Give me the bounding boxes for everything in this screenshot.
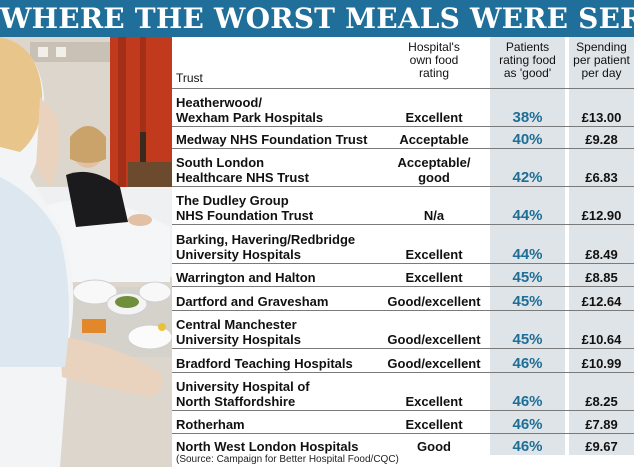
spending-value: £10.99	[581, 356, 622, 371]
trust-name: North West London Hospitals	[176, 439, 359, 454]
header-spending: Spending per patient per day	[573, 40, 630, 80]
trust-name: Barking, Havering/Redbridge University H…	[176, 232, 356, 262]
patients-rating: 45%	[512, 293, 543, 310]
header-patients-good: Patients rating food as 'good'	[499, 40, 556, 80]
spending-value: £13.00	[581, 110, 622, 125]
patients-column-band	[490, 37, 565, 455]
own-rating: Excellent	[405, 270, 463, 285]
own-rating: Excellent	[405, 247, 463, 262]
table-row: University Hospital of North Staffordshi…	[172, 372, 634, 411]
header-own-rating: Hospital's own food rating	[408, 40, 460, 80]
patients-rating: 38%	[512, 109, 543, 126]
page-title: WHERE THE WORST MEALS WERE SERVED	[0, 0, 634, 37]
table-row: Barking, Havering/Redbridge University H…	[172, 224, 634, 264]
table-row: North West London Hospitals Good 46% £9.…	[172, 433, 634, 456]
header-trust: Trust	[176, 71, 203, 85]
trust-name: Medway NHS Foundation Trust	[176, 132, 368, 147]
patients-rating: 45%	[512, 331, 543, 348]
table-row: Warrington and Halton Excellent 45% £8.8…	[172, 263, 634, 287]
table-row: Medway NHS Foundation Trust Acceptable 4…	[172, 126, 634, 149]
table-row: The Dudley Group NHS Foundation Trust N/…	[172, 186, 634, 225]
patients-rating: 40%	[512, 131, 543, 148]
own-rating: Good	[417, 439, 451, 454]
own-rating: Acceptable/ good	[397, 155, 471, 185]
patients-rating: 46%	[512, 438, 543, 455]
table-row: South London Healthcare NHS Trust Accept…	[172, 148, 634, 187]
patients-rating: 42%	[512, 169, 543, 186]
own-rating: Good/excellent	[387, 294, 481, 309]
trust-name: Dartford and Gravesham	[176, 294, 329, 309]
trust-name: Rotherham	[176, 417, 245, 432]
spending-column-band	[569, 37, 634, 455]
patients-rating: 46%	[512, 416, 543, 433]
table-row: Dartford and Gravesham Good/excellent 45…	[172, 286, 634, 311]
trust-name: University Hospital of North Staffordshi…	[176, 379, 310, 409]
own-rating: Good/excellent	[387, 356, 481, 371]
spending-value: £7.89	[585, 417, 618, 432]
spending-value: £9.67	[585, 439, 618, 454]
own-rating: Excellent	[405, 417, 463, 432]
spending-value: £8.85	[585, 270, 618, 285]
patients-rating: 45%	[512, 269, 543, 286]
spending-value: £6.83	[585, 170, 618, 185]
own-rating: Acceptable	[399, 132, 469, 147]
source-note: (Source: Campaign for Better Hospital Fo…	[176, 454, 399, 465]
table-row: Central Manchester University Hospitals …	[172, 310, 634, 349]
spending-value: £9.28	[585, 132, 618, 147]
meals-table: Trust Hospital's own food rating Patient…	[172, 37, 634, 467]
own-rating: Good/excellent	[387, 332, 481, 347]
trust-name: Bradford Teaching Hospitals	[176, 356, 353, 371]
own-rating: N/a	[423, 208, 445, 223]
spending-value: £10.64	[581, 332, 622, 347]
patients-rating: 44%	[512, 207, 543, 224]
trust-name: Central Manchester University Hospitals	[176, 317, 301, 347]
patients-rating: 46%	[512, 355, 543, 372]
trust-name: The Dudley Group NHS Foundation Trust	[176, 193, 314, 223]
spending-value: £8.49	[585, 247, 618, 262]
table-row: Bradford Teaching Hospitals Good/excelle…	[172, 348, 634, 373]
spending-value: £12.90	[581, 208, 622, 223]
table-row: Heatherwood/ Wexham Park Hospitals Excel…	[172, 88, 634, 127]
own-rating: Excellent	[405, 394, 463, 409]
trust-name: South London Healthcare NHS Trust	[176, 155, 309, 185]
trust-name: Heatherwood/ Wexham Park Hospitals	[176, 95, 324, 125]
table-row: Rotherham Excellent 46% £7.89	[172, 410, 634, 434]
hospital-photo	[0, 37, 172, 467]
trust-name: Warrington and Halton	[176, 270, 316, 285]
own-rating: Excellent	[405, 110, 463, 125]
patients-rating: 46%	[512, 393, 543, 410]
spending-value: £8.25	[585, 394, 618, 409]
spending-value: £12.64	[581, 294, 622, 309]
patients-rating: 44%	[512, 246, 543, 263]
